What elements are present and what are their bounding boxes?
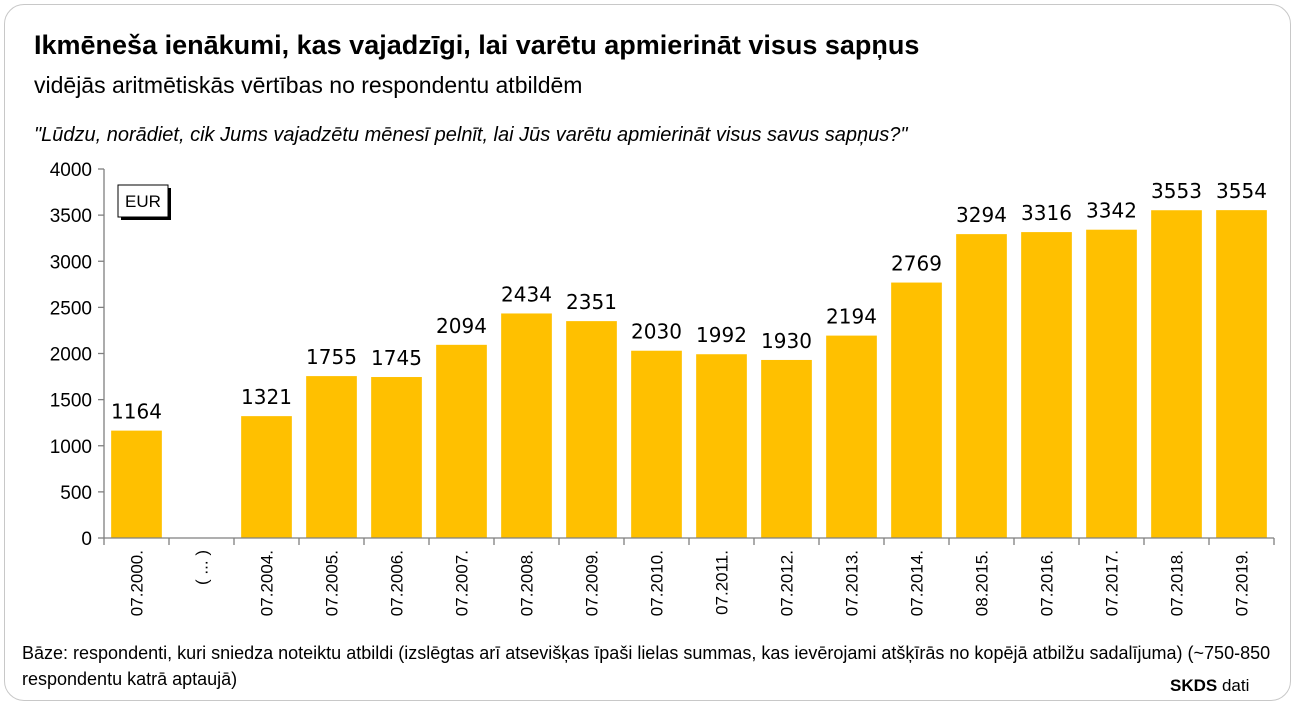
bar [111, 430, 162, 538]
data-label: 1164 [111, 400, 162, 424]
data-label: 1992 [696, 323, 747, 347]
unit-box [117, 184, 169, 218]
unit-box-shadow [121, 217, 171, 220]
bar [1216, 210, 1267, 538]
data-label: 1930 [761, 329, 812, 353]
bar [241, 416, 292, 538]
source-brand: SKDS [1170, 676, 1218, 695]
x-tick-label: 07.2010. [648, 550, 667, 616]
bar [696, 354, 747, 538]
y-tick-label: 3000 [50, 252, 92, 273]
x-tick-label: 07.2014. [908, 550, 927, 616]
bar [436, 344, 487, 538]
x-tick-label: 07.2007. [453, 550, 472, 616]
x-tick-label: 07.2009. [583, 550, 602, 616]
data-label: 2194 [826, 305, 877, 329]
y-tick-label: 1500 [50, 391, 92, 412]
bar [1086, 229, 1137, 538]
x-tick-label: 07.2012. [778, 550, 797, 616]
x-tick-label: 07.2006. [388, 550, 407, 616]
bar [566, 321, 617, 538]
bar [1021, 232, 1072, 538]
data-label: 2094 [436, 314, 487, 338]
data-label: 3554 [1216, 179, 1267, 203]
data-label: 3316 [1021, 201, 1072, 225]
data-label: 3294 [956, 203, 1007, 227]
data-label: 1755 [306, 345, 357, 369]
data-label: 3553 [1151, 179, 1202, 203]
base-footnote: Bāze: respondenti, kuri sniedza noteiktu… [22, 643, 1271, 689]
y-tick-label: 3500 [50, 206, 92, 227]
x-tick-label: 07.2008. [518, 550, 537, 616]
data-label: 2769 [891, 252, 942, 276]
x-tick-label: 07.2019. [1233, 550, 1252, 616]
survey-question: "Lūdzu, norādiet, cik Jums vajadzētu mēn… [34, 124, 908, 146]
x-tick-label: 07.2016. [1038, 550, 1057, 616]
y-tick-label: 2000 [50, 345, 92, 366]
bar [956, 234, 1007, 539]
y-tick-label: 4000 [50, 160, 92, 181]
data-label: 2351 [566, 290, 617, 314]
source-suffix: dati [1221, 676, 1250, 695]
data-label: 1321 [241, 385, 292, 409]
bar [631, 350, 682, 538]
x-tick-label: 08.2015. [973, 550, 992, 616]
y-tick-label: 500 [60, 483, 92, 504]
bar [761, 359, 812, 538]
y-tick-label: 1000 [50, 437, 92, 458]
chart-subtitle: vidējās aritmētiskās vērtības no respond… [34, 72, 583, 98]
x-tick-label: 07.2018. [1168, 550, 1187, 616]
y-tick-label: 2500 [50, 298, 92, 319]
bar [371, 377, 422, 538]
bar [501, 313, 552, 538]
source-credit: SKDS dati [1170, 676, 1249, 696]
unit-label: EUR [125, 192, 161, 211]
x-tick-label: 07.2017. [1103, 550, 1122, 616]
bar [1151, 210, 1202, 538]
x-tick-label: 07.2013. [843, 550, 862, 616]
unit-box-shadow [168, 188, 171, 220]
data-label: 1745 [371, 346, 422, 370]
x-tick-label: 07.2011. [713, 550, 732, 615]
x-tick-label: 07.2000. [128, 550, 147, 616]
data-label: 3342 [1086, 199, 1137, 223]
data-label: 2434 [501, 282, 552, 306]
bar [306, 376, 357, 538]
x-tick-label: 07.2004. [258, 550, 277, 616]
chart-title: Ikmēneša ienākumi, kas vajadzīgi, lai va… [34, 30, 920, 60]
x-tick-label: 07.2005. [323, 550, 342, 616]
data-label: 2030 [631, 320, 682, 344]
bar [891, 282, 942, 538]
y-tick-label: 0 [81, 529, 92, 550]
bar [826, 335, 877, 538]
x-tick-label: ( ... ) [193, 550, 212, 585]
